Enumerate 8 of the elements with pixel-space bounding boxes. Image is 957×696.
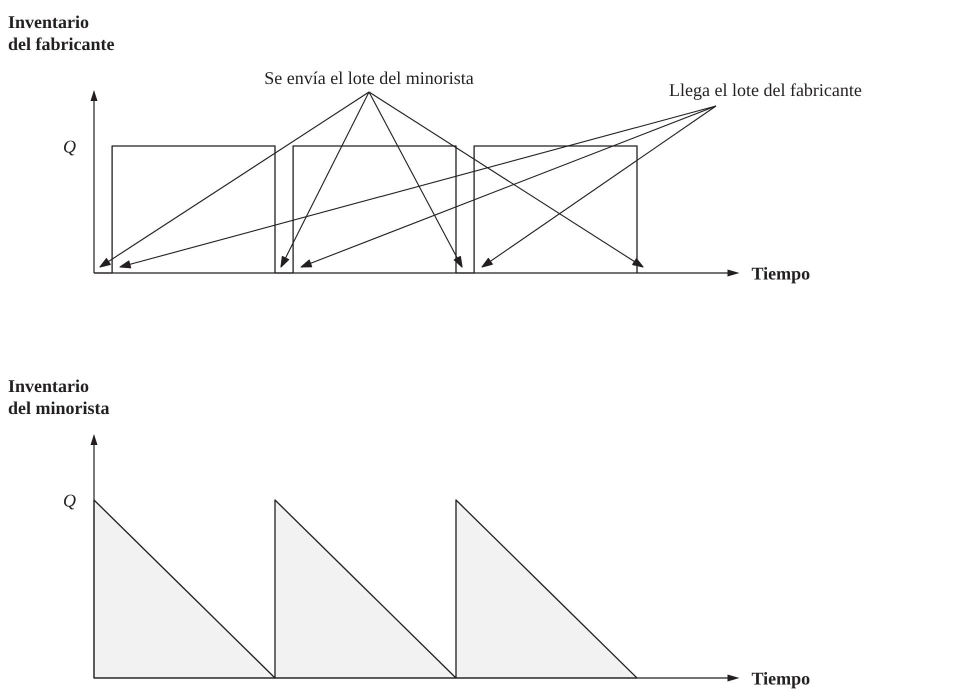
text: Se envía el lote del minorista: [264, 68, 474, 88]
y-axis-title: Inventario del fabricante: [8, 12, 114, 54]
text: Llega el lote del fabricante: [669, 80, 862, 100]
x-axis-title: Tiempo: [752, 263, 810, 284]
text: Q: [63, 136, 76, 156]
y-axis-title: Inventario del minorista: [8, 376, 110, 418]
x-axis-title: Tiempo: [752, 668, 810, 688]
text: Q: [63, 490, 76, 510]
